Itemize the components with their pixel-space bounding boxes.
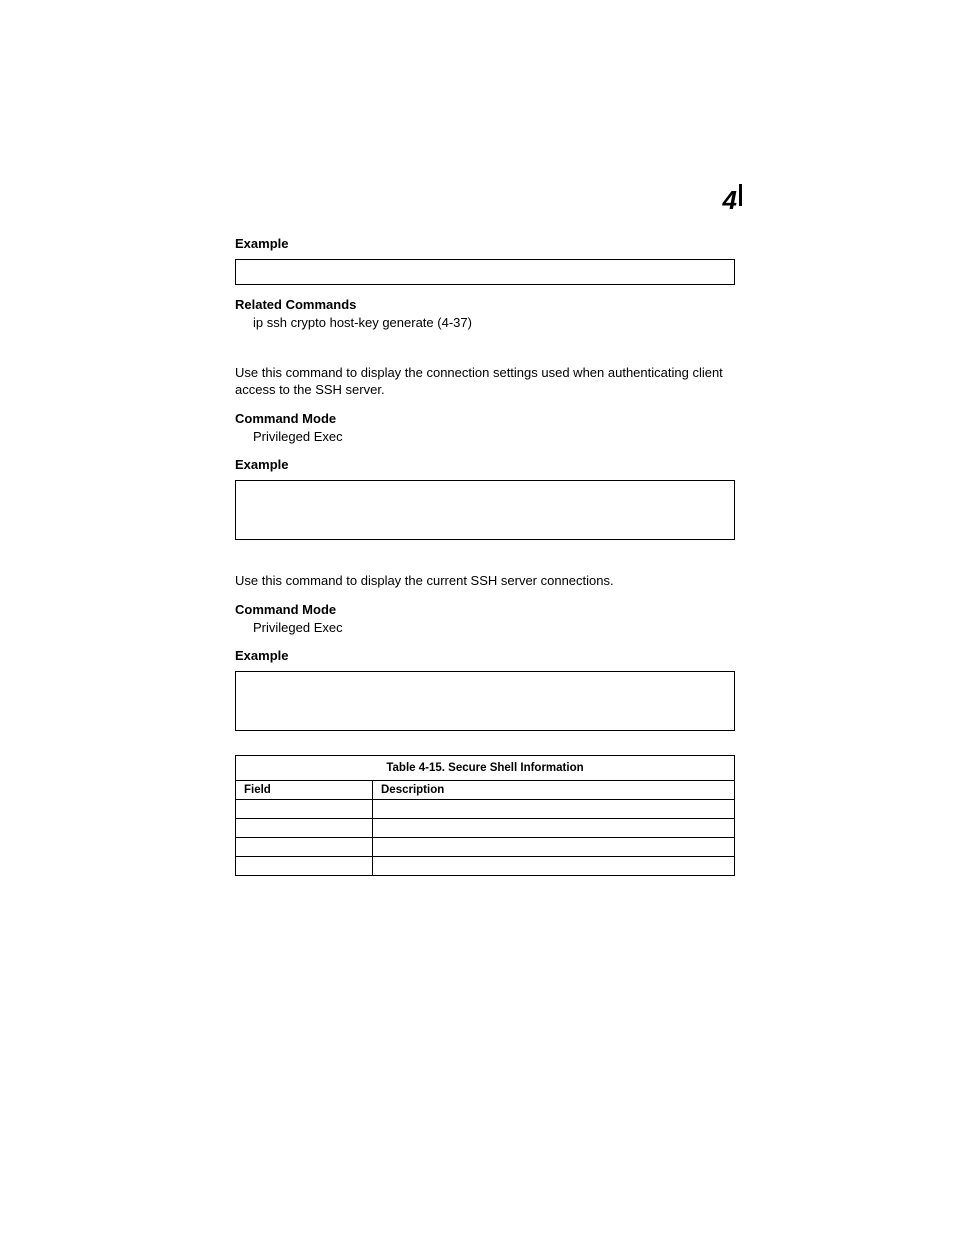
table-cell-description (373, 857, 735, 876)
table-caption: Table 4-15. Secure Shell Information (235, 755, 735, 780)
table-header-description: Description (373, 781, 735, 800)
table-cell-description (373, 838, 735, 857)
chapter-number-rule (739, 184, 742, 206)
example-heading: Example (235, 236, 735, 251)
table-header-row: Field Description (236, 781, 735, 800)
table-cell-description (373, 800, 735, 819)
show-ip-ssh-description: Use this command to display the connecti… (235, 364, 735, 399)
command-mode-value: Privileged Exec (253, 428, 735, 446)
example-code-box (235, 259, 735, 285)
example-code-box (235, 480, 735, 540)
secure-shell-info-table: Table 4-15. Secure Shell Information Fie… (235, 755, 735, 876)
table-cell-description (373, 819, 735, 838)
chapter-number: 4 (723, 185, 736, 216)
example-heading: Example (235, 648, 735, 663)
table-cell-field (236, 800, 373, 819)
table-cell-field (236, 857, 373, 876)
command-mode-value: Privileged Exec (253, 619, 735, 637)
command-mode-heading: Command Mode (235, 411, 735, 426)
table-row (236, 819, 735, 838)
command-mode-heading: Command Mode (235, 602, 735, 617)
document-page: 4 Example Related Commands ip ssh crypto… (0, 0, 954, 1235)
example-heading: Example (235, 457, 735, 472)
related-commands-heading: Related Commands (235, 297, 735, 312)
table-row (236, 857, 735, 876)
page-content: Example Related Commands ip ssh crypto h… (235, 236, 735, 876)
related-commands-text: ip ssh crypto host-key generate (4-37) (253, 314, 735, 332)
table-row (236, 800, 735, 819)
example-code-box (235, 671, 735, 731)
show-ssh-description: Use this command to display the current … (235, 572, 735, 590)
table-row (236, 838, 735, 857)
table-header-field: Field (236, 781, 373, 800)
table-cell-field (236, 819, 373, 838)
table-cell-field (236, 838, 373, 857)
